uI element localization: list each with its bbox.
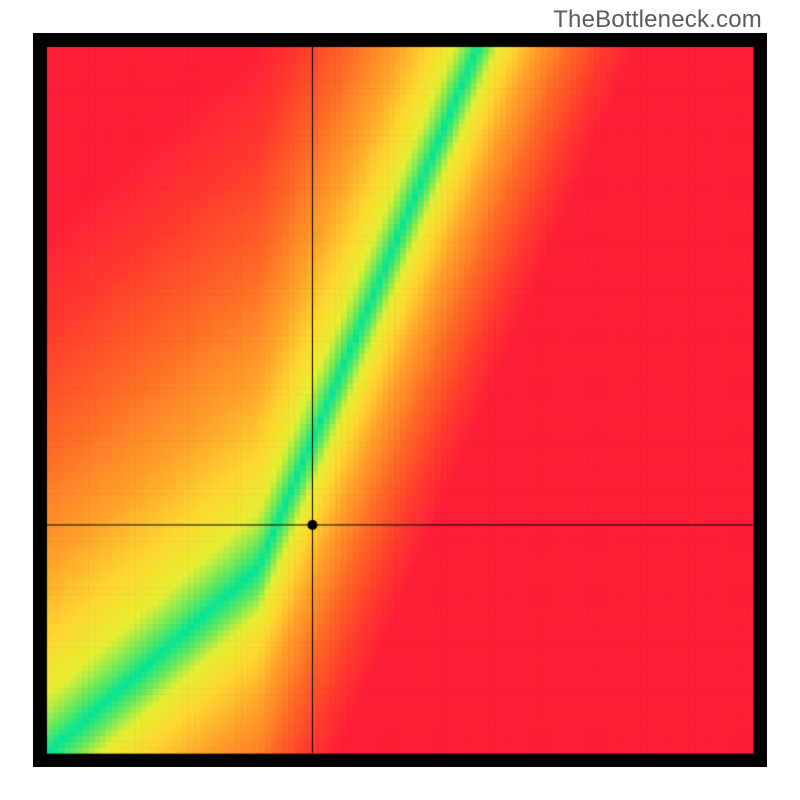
heatmap-canvas: [33, 33, 767, 767]
page-container: { "meta": { "watermark_text": "TheBottle…: [0, 0, 800, 800]
watermark-text: TheBottleneck.com: [553, 6, 762, 34]
plot-frame: [33, 33, 767, 767]
